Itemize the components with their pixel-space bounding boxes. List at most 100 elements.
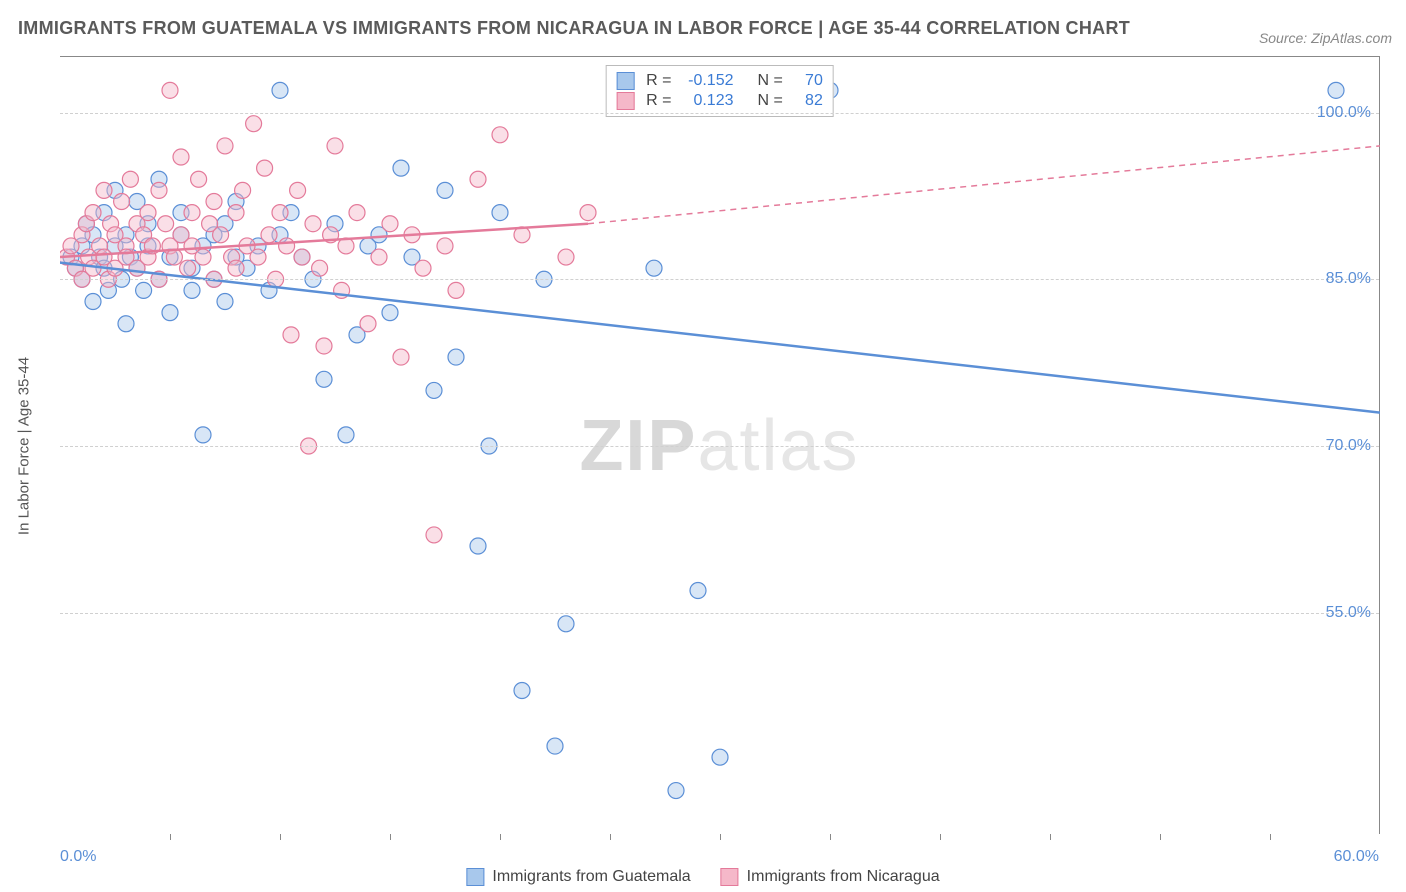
data-point	[547, 738, 563, 754]
data-point	[184, 282, 200, 298]
data-point	[195, 427, 211, 443]
legend-stats-row: R =0.123N =82	[616, 92, 823, 110]
y-tick-label: 70.0%	[1326, 437, 1371, 455]
data-point	[228, 260, 244, 276]
legend-swatch	[616, 92, 634, 110]
source-attribution: Source: ZipAtlas.com	[1259, 30, 1392, 46]
data-point	[349, 205, 365, 221]
y-tick-label: 55.0%	[1326, 604, 1371, 622]
y-axis-title: In Labor Force | Age 35-44	[16, 357, 33, 535]
legend-item: Immigrants from Guatemala	[466, 868, 690, 886]
data-point	[166, 249, 182, 265]
data-point	[492, 205, 508, 221]
legend-item: Immigrants from Nicaragua	[721, 868, 940, 886]
data-point	[217, 138, 233, 154]
data-point	[437, 182, 453, 198]
trend-line	[60, 263, 1380, 413]
data-point	[85, 294, 101, 310]
data-point	[668, 783, 684, 799]
data-point	[371, 249, 387, 265]
data-point	[294, 249, 310, 265]
data-point	[217, 294, 233, 310]
x-tick-label-min: 0.0%	[60, 848, 96, 866]
data-point	[151, 182, 167, 198]
data-point	[206, 193, 222, 209]
data-point	[272, 205, 288, 221]
data-point	[140, 205, 156, 221]
chart-plot-area: ZIPatlas R =-0.152N =70R =0.123N =82 55.…	[60, 56, 1380, 834]
x-tick-mark	[170, 834, 171, 840]
gridline	[60, 613, 1379, 614]
data-point	[85, 205, 101, 221]
data-point	[246, 116, 262, 132]
trend-line-extrapolated	[588, 146, 1380, 224]
x-tick-mark	[940, 834, 941, 840]
data-point	[415, 260, 431, 276]
data-point	[470, 171, 486, 187]
stat-n-label: N =	[758, 92, 783, 110]
data-point	[279, 238, 295, 254]
data-point	[272, 82, 288, 98]
data-point	[162, 305, 178, 321]
data-point	[437, 238, 453, 254]
data-point	[290, 182, 306, 198]
data-point	[514, 683, 530, 699]
y-tick-label: 85.0%	[1326, 270, 1371, 288]
data-point	[712, 749, 728, 765]
data-point	[180, 260, 196, 276]
x-tick-mark	[390, 834, 391, 840]
legend-label: Immigrants from Nicaragua	[747, 868, 940, 886]
data-point	[690, 582, 706, 598]
legend-swatch	[466, 868, 484, 886]
data-point	[580, 205, 596, 221]
data-point	[448, 282, 464, 298]
gridline	[60, 113, 1379, 114]
data-point	[426, 382, 442, 398]
x-tick-mark	[1050, 834, 1051, 840]
data-point	[257, 160, 273, 176]
data-point	[305, 216, 321, 232]
data-point	[360, 316, 376, 332]
x-tick-mark	[610, 834, 611, 840]
y-tick-label: 100.0%	[1317, 104, 1371, 122]
data-point	[114, 193, 130, 209]
data-point	[492, 127, 508, 143]
gridline	[60, 279, 1379, 280]
stat-r-value: 0.123	[682, 92, 734, 110]
data-point	[558, 616, 574, 632]
data-point	[96, 182, 112, 198]
x-tick-mark	[830, 834, 831, 840]
legend-stats-row: R =-0.152N =70	[616, 72, 823, 90]
data-point	[646, 260, 662, 276]
data-point	[558, 249, 574, 265]
legend-stats-box: R =-0.152N =70R =0.123N =82	[605, 65, 834, 117]
data-point	[338, 427, 354, 443]
data-point	[283, 327, 299, 343]
data-point	[195, 249, 211, 265]
data-point	[1328, 82, 1344, 98]
x-tick-label-max: 60.0%	[1334, 848, 1379, 866]
stat-n-value: 70	[793, 72, 823, 90]
data-point	[470, 538, 486, 554]
data-point	[448, 349, 464, 365]
data-point	[228, 205, 244, 221]
stat-r-value: -0.152	[682, 72, 734, 90]
chart-title: IMMIGRANTS FROM GUATEMALA VS IMMIGRANTS …	[18, 18, 1130, 39]
x-tick-mark	[1270, 834, 1271, 840]
data-point	[162, 82, 178, 98]
legend-bottom: Immigrants from Guatemala Immigrants from…	[466, 868, 939, 886]
legend-swatch	[721, 868, 739, 886]
data-point	[382, 305, 398, 321]
data-point	[184, 205, 200, 221]
data-point	[213, 227, 229, 243]
data-point	[122, 171, 138, 187]
data-point	[261, 227, 277, 243]
x-tick-mark	[720, 834, 721, 840]
x-tick-mark	[1160, 834, 1161, 840]
x-tick-mark	[500, 834, 501, 840]
data-point	[173, 149, 189, 165]
data-point	[426, 527, 442, 543]
legend-swatch	[616, 72, 634, 90]
stat-r-label: R =	[646, 92, 671, 110]
data-point	[316, 338, 332, 354]
